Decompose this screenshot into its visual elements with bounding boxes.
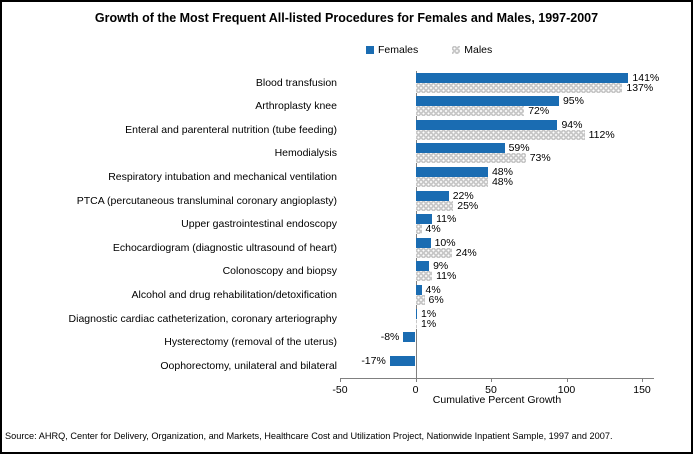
source-note: Source: AHRQ, Center for Delivery, Organ… — [5, 431, 613, 441]
category-label-0: Blood transfusion — [255, 76, 337, 89]
bar-females-10 — [415, 308, 417, 319]
value-label-males-6: 4% — [425, 223, 441, 236]
category-label-6: Upper gastrointestinal endoscopy — [181, 218, 337, 231]
value-label-males-8: 11% — [436, 270, 457, 283]
bar-males-6 — [415, 224, 422, 235]
x-tick-50 — [491, 377, 492, 382]
bar-females-11 — [403, 332, 416, 343]
legend-item-males: Males — [452, 44, 492, 56]
legend-item-females: Females — [366, 44, 418, 56]
value-label-males-5: 25% — [457, 199, 479, 212]
bar-males-1 — [415, 106, 525, 117]
bar-males-8 — [415, 271, 433, 282]
bar-males-3 — [415, 153, 526, 164]
bar-females-6 — [415, 214, 433, 225]
value-label-females-10: 1% — [421, 307, 437, 320]
value-label-females-2: 94% — [561, 118, 583, 131]
value-label-females-8: 9% — [433, 260, 449, 273]
bar-males-10 — [415, 318, 417, 329]
value-label-males-1: 72% — [528, 105, 550, 118]
bar-females-5 — [415, 190, 449, 201]
bar-males-4 — [415, 176, 488, 187]
category-label-1: Arthroplasty knee — [255, 100, 337, 113]
bar-females-8 — [415, 261, 430, 272]
value-label-females-0: 141% — [632, 71, 660, 84]
x-tick--50 — [340, 377, 341, 382]
category-label-2: Enteral and parenteral nutrition (tube f… — [125, 123, 337, 136]
bar-males-7 — [415, 247, 452, 258]
x-tick-150 — [642, 377, 643, 382]
value-label-females-5: 22% — [452, 189, 474, 202]
value-label-males-0: 137% — [626, 81, 654, 94]
x-tick-label-0: 0 — [412, 383, 419, 396]
bar-males-2 — [415, 129, 585, 140]
category-label-4: Respiratory intubation and mechanical ve… — [108, 170, 337, 183]
value-label-females-1: 95% — [562, 95, 584, 108]
category-label-9: Alcohol and drug rehabilitation/detoxifi… — [131, 288, 337, 301]
x-axis-title: Cumulative Percent Growth — [432, 394, 562, 406]
bar-males-9 — [415, 294, 425, 305]
legend: Females Males — [366, 44, 492, 56]
bar-males-0 — [415, 82, 623, 93]
females-swatch-icon — [366, 46, 374, 54]
bar-females-9 — [415, 284, 422, 295]
chart-title: Growth of the Most Frequent All-listed P… — [94, 11, 599, 25]
value-label-males-10: 1% — [421, 317, 437, 330]
value-label-females-12: -17% — [361, 354, 386, 367]
value-label-males-2: 112% — [588, 128, 615, 141]
x-tick-label-50: 50 — [485, 383, 497, 396]
category-label-5: PTCA (percutaneous transluminal coronary… — [76, 194, 337, 207]
bar-females-3 — [415, 143, 505, 154]
bar-females-1 — [415, 96, 559, 107]
value-label-males-4: 48% — [491, 175, 513, 188]
value-label-males-7: 24% — [455, 246, 477, 259]
value-label-females-7: 10% — [434, 236, 456, 249]
bar-females-12 — [389, 355, 416, 366]
value-label-females-11: -8% — [380, 331, 400, 344]
males-swatch-icon — [452, 46, 461, 54]
value-label-males-3: 73% — [529, 152, 551, 165]
value-label-females-6: 11% — [436, 213, 457, 226]
value-label-males-9: 6% — [428, 293, 444, 306]
x-axis-line — [340, 377, 654, 379]
value-label-females-4: 48% — [491, 165, 513, 178]
value-label-females-9: 4% — [425, 283, 441, 296]
bar-females-0 — [415, 72, 629, 83]
legend-label-males: Males — [464, 44, 493, 56]
bar-females-2 — [415, 119, 558, 130]
x-tick-label-150: 150 — [633, 383, 651, 396]
category-label-10: Diagnostic cardiac catheterization, coro… — [68, 312, 337, 325]
value-label-females-3: 59% — [508, 142, 530, 155]
category-label-8: Colonoscopy and biopsy — [222, 265, 337, 278]
category-label-7: Echocardiogram (diagnostic ultrasound of… — [112, 241, 337, 254]
bar-females-7 — [415, 237, 431, 248]
category-label-12: Oophorectomy, unilateral and bilateral — [160, 359, 337, 372]
x-tick-0 — [415, 377, 417, 382]
bar-females-4 — [415, 166, 488, 177]
x-tick-label--50: -50 — [332, 383, 348, 396]
category-label-11: Hysterectomy (removal of the uterus) — [164, 336, 337, 349]
x-tick-100 — [566, 377, 568, 382]
legend-label-females: Females — [378, 44, 419, 56]
bar-males-5 — [415, 200, 454, 211]
x-tick-label-100: 100 — [557, 383, 576, 396]
category-label-3: Hemodialysis — [274, 147, 337, 160]
